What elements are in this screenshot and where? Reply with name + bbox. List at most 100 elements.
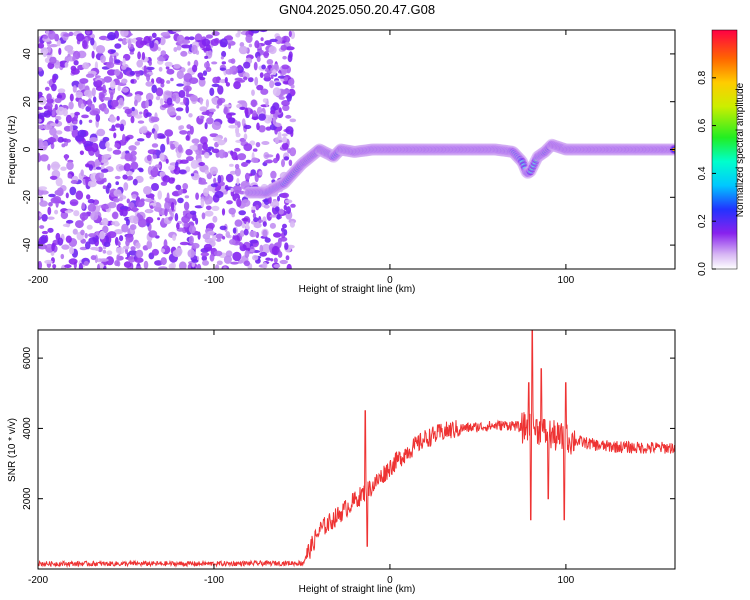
noise-blob — [259, 244, 264, 253]
noise-blob — [228, 43, 232, 50]
noise-blob — [98, 140, 108, 150]
noise-blob — [145, 216, 154, 224]
noise-blob — [86, 194, 91, 200]
noise-blob — [202, 260, 209, 266]
noise-blob — [115, 123, 121, 128]
noise-blob — [182, 183, 189, 190]
noise-blob — [166, 97, 173, 106]
noise-blob — [72, 56, 76, 62]
noise-blob — [155, 96, 161, 101]
noise-blob — [131, 194, 137, 199]
noise-blob — [139, 111, 143, 115]
noise-blob — [95, 80, 103, 87]
noise-blob — [95, 86, 104, 91]
noise-blob — [209, 253, 215, 262]
noise-blob — [183, 222, 189, 228]
noise-blob — [121, 223, 129, 233]
noise-blob — [178, 169, 187, 175]
noise-blob — [47, 227, 54, 233]
noise-blob — [210, 38, 219, 47]
noise-blob — [69, 246, 75, 255]
noise-blob — [164, 61, 173, 67]
noise-blob — [214, 190, 224, 199]
noise-blob — [232, 251, 242, 262]
noise-blob — [85, 163, 90, 168]
noise-blob — [164, 129, 174, 137]
noise-blob — [87, 180, 97, 188]
noise-blob — [178, 261, 187, 269]
noise-blob — [40, 47, 49, 55]
noise-blob — [148, 60, 152, 66]
noise-blob — [261, 64, 266, 70]
noise-blob — [102, 249, 107, 254]
noise-blob — [65, 114, 72, 124]
noise-blob — [269, 214, 278, 218]
noise-blob — [82, 138, 86, 145]
noise-blob — [185, 87, 189, 96]
noise-blob — [211, 31, 220, 37]
noise-blob — [138, 168, 144, 173]
noise-blob — [256, 122, 260, 131]
noise-blob — [119, 235, 124, 242]
noise-blob — [159, 171, 166, 177]
noise-blob — [200, 136, 208, 145]
noise-blob — [164, 208, 168, 217]
noise-blob — [87, 98, 92, 108]
noise-blob — [245, 159, 252, 163]
noise-blob — [170, 202, 175, 211]
noise-blob — [200, 252, 210, 257]
noise-blob — [263, 160, 273, 164]
y-tick-label: 2000 — [22, 487, 33, 510]
noise-blob — [259, 251, 268, 257]
noise-blob — [249, 230, 257, 238]
noise-blob — [112, 149, 122, 155]
noise-blob — [130, 150, 137, 156]
noise-blob — [253, 217, 259, 223]
noise-blob — [239, 242, 243, 247]
colorbar-tick-label: 0.2 — [697, 214, 708, 228]
noise-blob — [213, 250, 223, 257]
noise-blob — [75, 190, 84, 200]
noise-blob — [60, 253, 65, 260]
noise-blob — [70, 68, 80, 75]
noise-blob — [178, 90, 186, 98]
noise-blob — [47, 44, 52, 53]
noise-blob — [157, 47, 161, 52]
noise-blob — [64, 62, 69, 68]
noise-blob — [189, 210, 197, 215]
noise-blob — [70, 180, 78, 184]
noise-blob — [243, 133, 248, 140]
noise-blob — [38, 152, 41, 162]
noise-blob — [49, 127, 57, 136]
noise-blob — [115, 181, 119, 186]
noise-blob — [165, 66, 170, 70]
noise-blob — [166, 136, 170, 145]
noise-blob — [281, 192, 289, 199]
noise-blob — [106, 250, 113, 256]
noise-blob — [169, 112, 177, 116]
noise-blob — [116, 254, 121, 263]
noise-blob — [243, 124, 252, 130]
noise-blob — [38, 118, 42, 123]
noise-blob — [121, 208, 128, 217]
noise-blob — [236, 177, 240, 185]
noise-blob — [51, 83, 57, 92]
noise-blob — [251, 157, 259, 163]
noise-blob — [122, 58, 126, 66]
noise-blob — [267, 65, 272, 69]
noise-blob — [217, 139, 226, 146]
noise-blob — [39, 212, 43, 217]
noise-blob — [66, 161, 74, 170]
noise-blob — [110, 91, 114, 100]
noise-blob — [278, 208, 284, 215]
x-tick-label: -100 — [204, 575, 224, 586]
noise-blob — [264, 237, 271, 243]
noise-blob — [190, 159, 199, 169]
noise-blob — [101, 217, 109, 226]
noise-blob — [229, 163, 234, 167]
noise-blob — [174, 213, 179, 222]
noise-blob — [101, 168, 109, 173]
noise-blob — [125, 218, 130, 226]
noise-blob — [269, 80, 275, 89]
noise-blob — [239, 106, 246, 110]
